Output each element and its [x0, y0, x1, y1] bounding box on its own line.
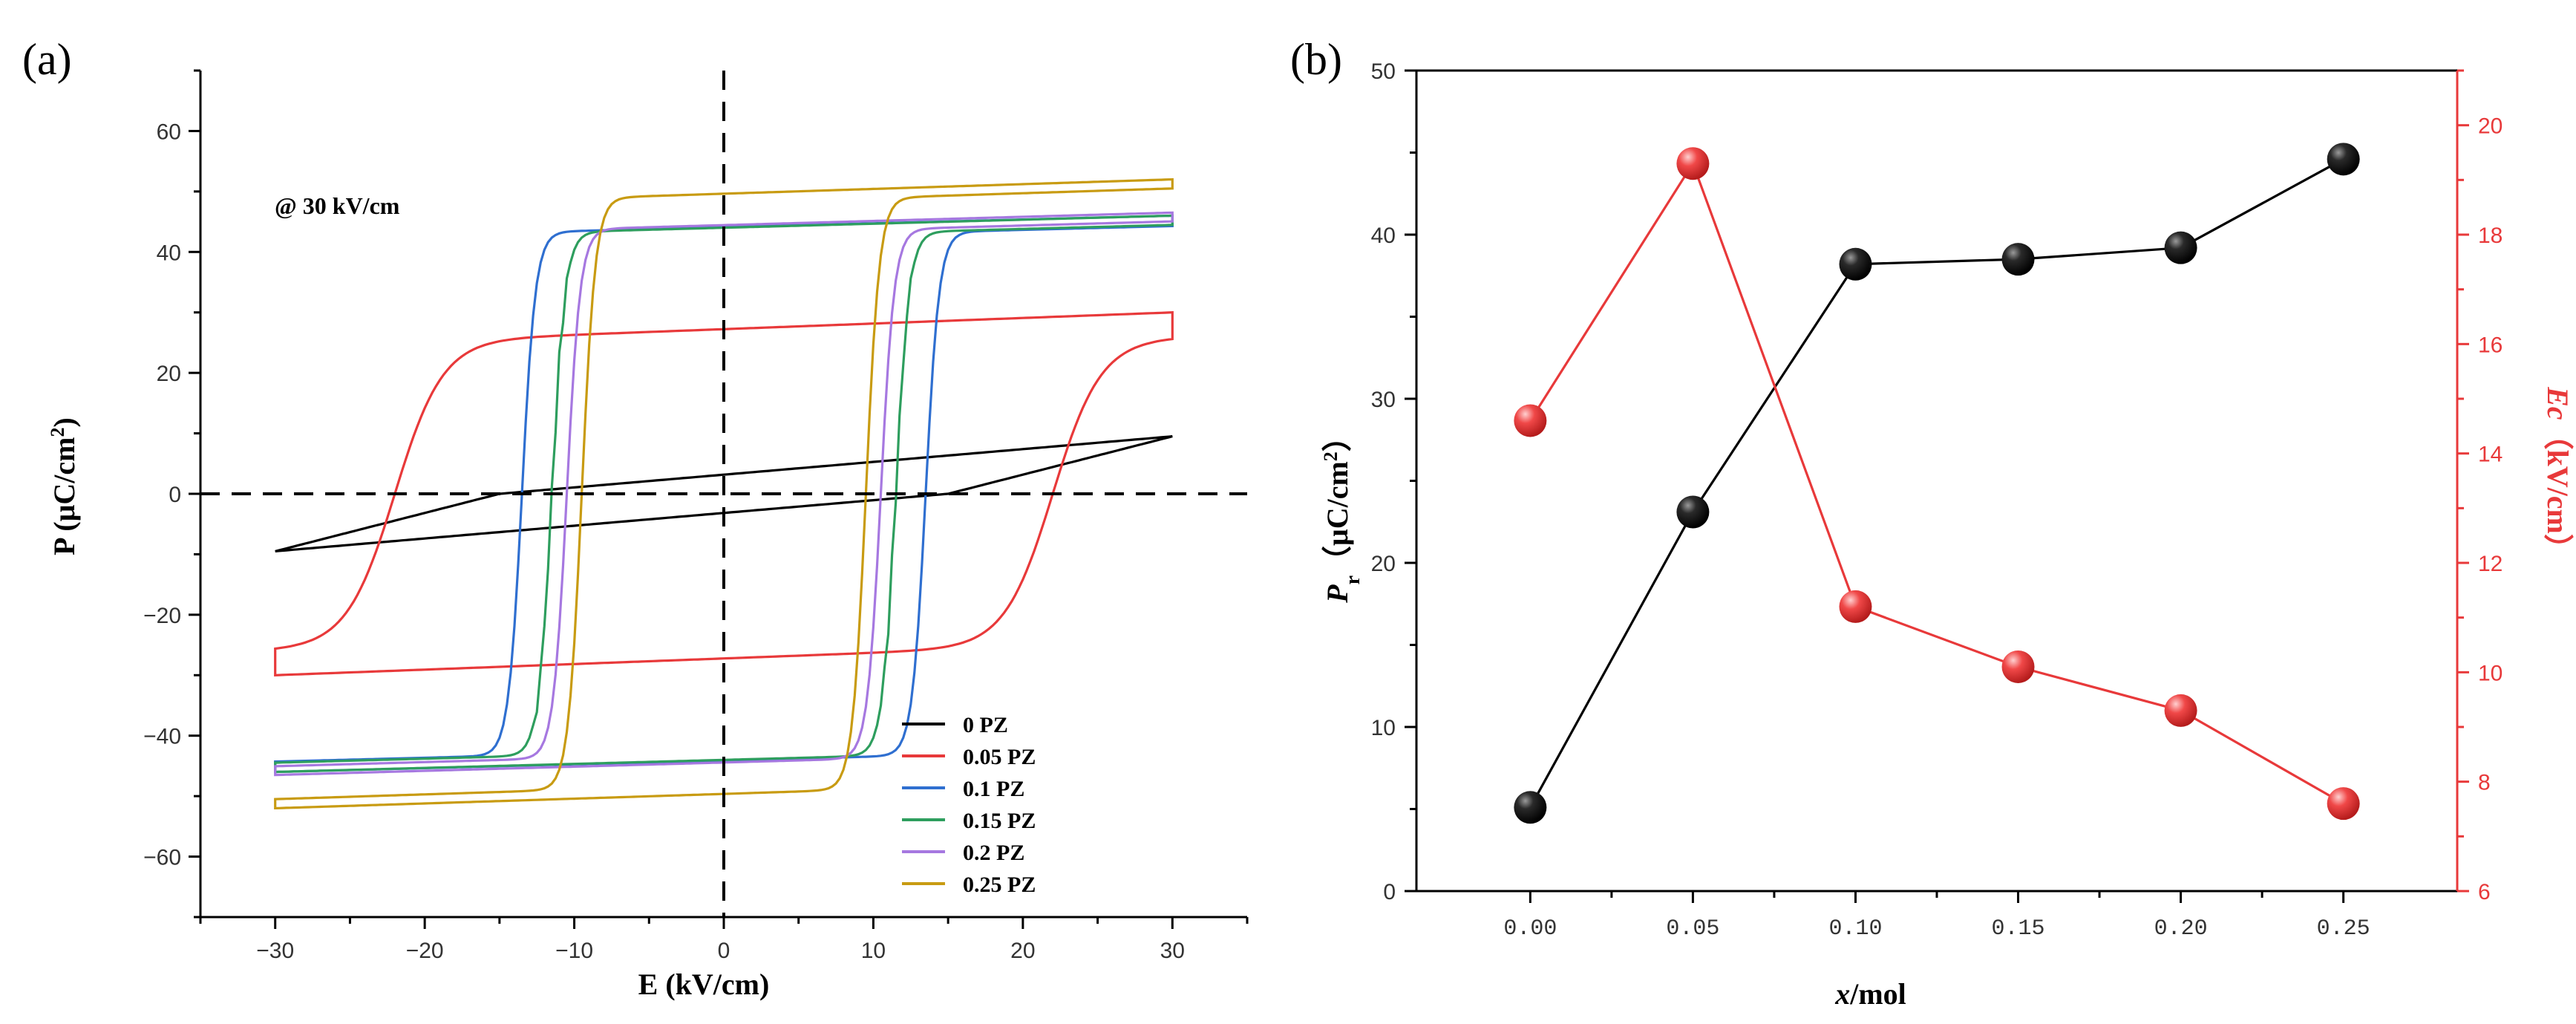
x-tick-label: 0.10	[1828, 916, 1882, 942]
series-line-Pr	[1529, 157, 2344, 809]
loop-0-PZ	[275, 435, 1173, 552]
x-tick-label: 0.00	[1503, 916, 1557, 942]
right-tick-label: 8	[2478, 771, 2491, 795]
panel-b-series	[1514, 143, 2360, 824]
panel-b-axes: 0.00 0.05 0.10 0.15 0.20 0.25 0 10 20 30 40 50 6 8 10 1…	[1371, 59, 2503, 942]
x-tick-label: 20	[1010, 939, 1035, 963]
panel-b-pr-ec: (b) 0.00 0.05 0.10 0.15 0.20 0.25 0 10 20 30 40 50 6…	[1290, 35, 2575, 1011]
panel-a-label: (a)	[22, 35, 72, 84]
panel-b-x-title-italic: x	[1834, 977, 1850, 1011]
y-tick-label: −40	[143, 725, 181, 749]
data-point-Ec	[1676, 147, 1710, 180]
panel-b-left-title-italic: P	[1321, 584, 1354, 604]
y-tick-label: 20	[157, 362, 181, 386]
field-annotation: @ 30 kV/cm	[275, 192, 400, 219]
x-tick-label: 0.05	[1666, 916, 1719, 942]
left-tick-label: 30	[1371, 388, 1396, 412]
panel-a-y-title-prefix: P (μC/cm	[48, 437, 81, 555]
legend-label: 0.2 PZ	[963, 841, 1024, 865]
x-tick-label: 0	[718, 939, 730, 963]
x-tick-label: 30	[1160, 939, 1185, 963]
legend-label: 0.05 PZ	[963, 745, 1036, 769]
y-tick-label: 40	[157, 241, 181, 265]
panel-a-y-title-sup: 2	[47, 428, 68, 437]
panel-b-left-title-mid: （μC/cm	[1321, 461, 1354, 575]
data-point-Pr	[2327, 143, 2360, 176]
panel-b-x-title-rest: /mol	[1849, 977, 1906, 1011]
loop-0p2-PZ	[274, 211, 1174, 777]
loop-0p25-PZ	[274, 177, 1174, 810]
data-point-Pr	[1676, 495, 1710, 529]
right-tick-label: 10	[2478, 661, 2503, 685]
panel-b-x-axis-title: x/mol	[1834, 977, 1906, 1011]
left-tick-label: 0	[1383, 880, 1396, 904]
y-tick-label: 60	[157, 120, 181, 144]
left-tick-label: 50	[1371, 59, 1396, 84]
left-tick-label: 20	[1371, 552, 1396, 576]
panel-a-x-axis-title: E (kV/cm)	[638, 968, 770, 1001]
panel-a-y-title-suffix: )	[48, 417, 81, 427]
panel-b-right-axis-title: Ec（kV/cm）	[2541, 386, 2575, 564]
panel-a-axes: −30 −20 −10 0 10 20 30 −60 −40 −20 0 20 40 60	[143, 69, 1249, 963]
panel-b-left-title-end: ）	[1321, 422, 1354, 451]
x-tick-label: −10	[555, 939, 593, 963]
data-point-Ec	[2164, 694, 2197, 727]
x-tick-label: 0.15	[1992, 916, 2045, 942]
panel-b-right-title-italic: Ec	[2541, 386, 2575, 420]
data-point-Ec	[2001, 650, 2035, 683]
data-point-Pr	[2164, 231, 2197, 264]
right-tick-label: 6	[2478, 880, 2491, 904]
panel-b-left-title-sub: r	[1341, 575, 1364, 584]
x-tick-label: 0.20	[2154, 916, 2208, 942]
data-point-Ec	[2327, 787, 2360, 821]
panel-a-legend: 0 PZ 0.05 PZ 0.1 PZ 0.15 PZ 0.2 PZ 0.25 PZ	[902, 713, 1036, 897]
right-tick-label: 14	[2478, 443, 2503, 467]
panel-b-label: (b)	[1290, 35, 1342, 84]
data-point-Pr	[1839, 247, 1872, 281]
y-tick-label: −20	[143, 604, 181, 628]
right-tick-label: 12	[2478, 552, 2503, 576]
data-point-Pr	[1514, 791, 1547, 824]
data-point-Pr	[2001, 243, 2035, 276]
panel-b-left-axis-title: Pr（μC/cm2）	[1320, 422, 1364, 604]
x-tick-label: −30	[256, 939, 294, 963]
hysteresis-loops	[274, 177, 1174, 810]
series-line-Ec	[1529, 160, 2344, 805]
panel-a-y-axis-title: P (μC/cm2)	[47, 417, 82, 555]
legend-label: 0.1 PZ	[963, 777, 1024, 801]
y-tick-label: 0	[169, 483, 181, 507]
x-tick-label: 0.25	[2317, 916, 2370, 942]
legend-label: 0 PZ	[963, 713, 1008, 737]
x-tick-label: −20	[406, 939, 444, 963]
left-tick-label: 10	[1371, 716, 1396, 740]
panel-a-hysteresis: (a) −30 −20 −10 0 10 20 30 −60 −40 −20 0 20 40 60 @ 3…	[22, 35, 1249, 1001]
data-point-Ec	[1839, 590, 1872, 623]
left-tick-label: 40	[1371, 224, 1396, 248]
x-tick-label: 10	[861, 939, 886, 963]
loop-0p15-PZ	[274, 214, 1174, 774]
panel-b-left-title-sup: 2	[1320, 451, 1341, 461]
data-point-Ec	[1514, 404, 1547, 437]
right-tick-label: 20	[2478, 114, 2503, 139]
legend-label: 0.15 PZ	[963, 809, 1036, 833]
panel-b-right-title-rest: （kV/cm）	[2541, 420, 2575, 564]
y-tick-label: −60	[143, 846, 181, 870]
right-tick-label: 16	[2478, 333, 2503, 357]
legend-label: 0.25 PZ	[963, 873, 1036, 897]
right-tick-label: 18	[2478, 224, 2503, 248]
